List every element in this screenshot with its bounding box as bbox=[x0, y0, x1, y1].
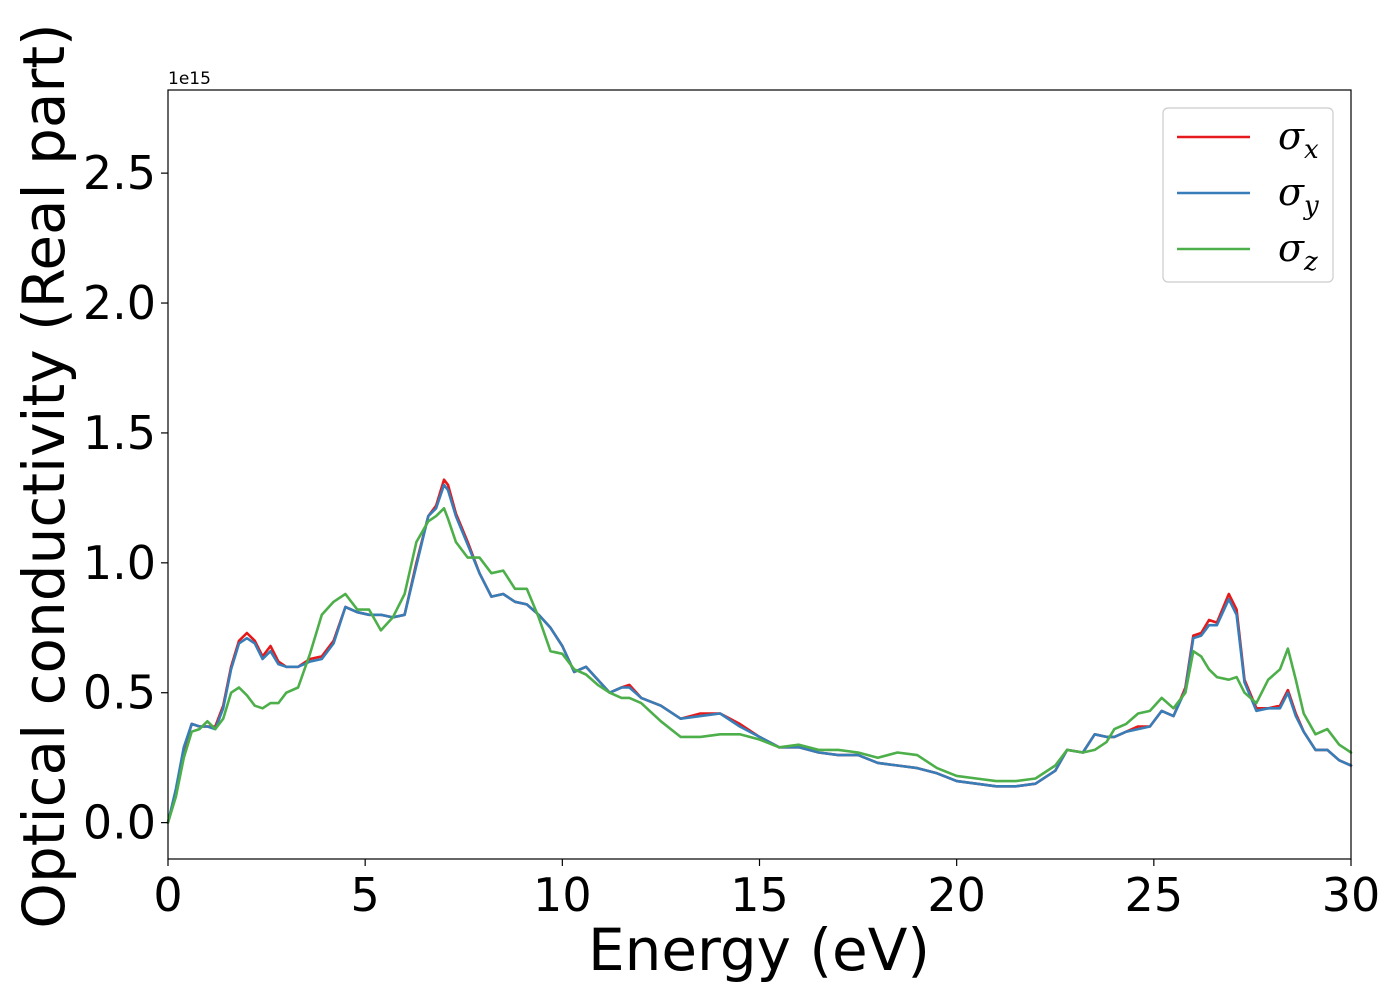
x-tick-label: 5 bbox=[351, 868, 380, 922]
y-axis-ticks: 0.0 0.5 1.0 1.5 2.0 2.5 bbox=[83, 146, 168, 850]
y-axis-offset-label: 1e15 bbox=[168, 69, 211, 89]
series-line-z bbox=[166, 507, 1353, 824]
x-tick-label: 20 bbox=[927, 868, 986, 922]
y-tick-label: 0.5 bbox=[83, 666, 156, 720]
x-axis-label: Energy (eV) bbox=[588, 916, 930, 984]
plot-lines bbox=[166, 478, 1353, 824]
y-tick-label: 1.0 bbox=[83, 536, 156, 590]
x-tick-label: 15 bbox=[730, 868, 789, 922]
x-tick-label: 0 bbox=[153, 868, 182, 922]
y-tick-label: 0.0 bbox=[83, 796, 156, 850]
x-tick-label: 30 bbox=[1322, 868, 1381, 922]
legend-label-x: σx bbox=[1278, 114, 1319, 165]
x-tick-label: 10 bbox=[533, 868, 592, 922]
legend-label-y: σy bbox=[1278, 170, 1319, 221]
y-tick-label: 2.5 bbox=[83, 146, 156, 200]
x-tick-label: 25 bbox=[1125, 868, 1184, 922]
y-axis-label: Optical conductivity (Real part) bbox=[10, 23, 78, 928]
x-axis-ticks: 0 5 10 15 20 25 30 bbox=[153, 859, 1380, 922]
y-tick-label: 1.5 bbox=[83, 406, 156, 460]
legend-box bbox=[1162, 107, 1334, 283]
legend-label-z: σz bbox=[1278, 226, 1318, 277]
y-tick-label: 2.0 bbox=[83, 276, 156, 330]
series-line-y bbox=[166, 483, 1353, 824]
